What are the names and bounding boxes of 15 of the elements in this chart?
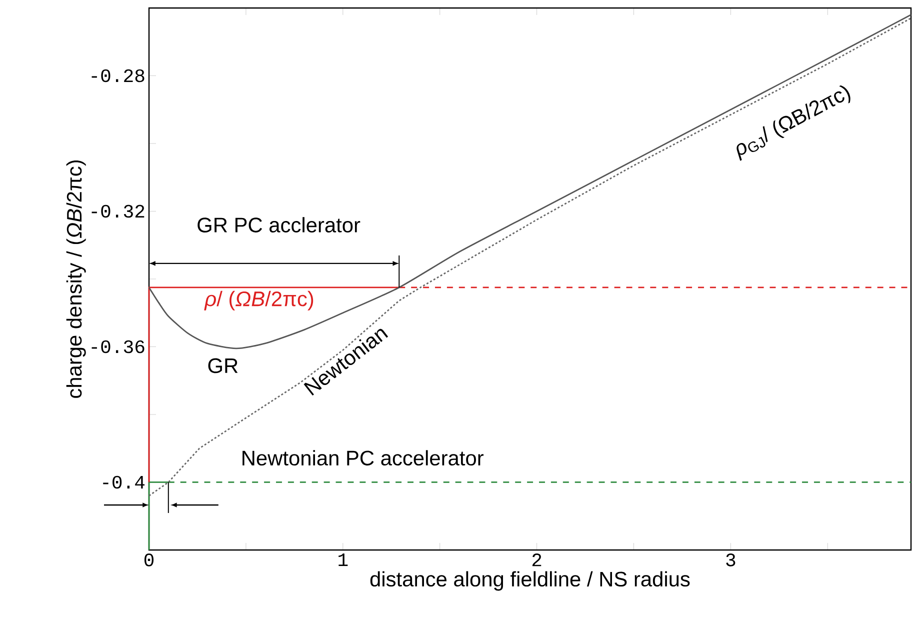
- annotation: GR: [208, 358, 238, 374]
- x-tick-label: 3: [726, 554, 736, 566]
- x-tick-label: 0: [144, 554, 154, 566]
- x-tick-label: 1: [338, 554, 348, 566]
- x-axis-title: distance along fieldline / NS radius: [370, 571, 690, 591]
- annotation: Newtonian PC accelerator: [242, 450, 484, 466]
- y-tick-label: -0.4: [103, 476, 145, 489]
- y-axis-title: charge density / (ΩB/2πc): [66, 160, 86, 398]
- x-tick-label: 2: [532, 554, 542, 566]
- y-tick-label: -0.36: [92, 340, 144, 354]
- y-tick-label: -0.32: [92, 204, 144, 218]
- annotation: GR PC acclerator: [198, 217, 360, 232]
- line-series: [148, 17, 912, 496]
- annotation: ρ/ (ΩB/2πc): [204, 290, 314, 310]
- y-tick-label: -0.28: [92, 69, 144, 82]
